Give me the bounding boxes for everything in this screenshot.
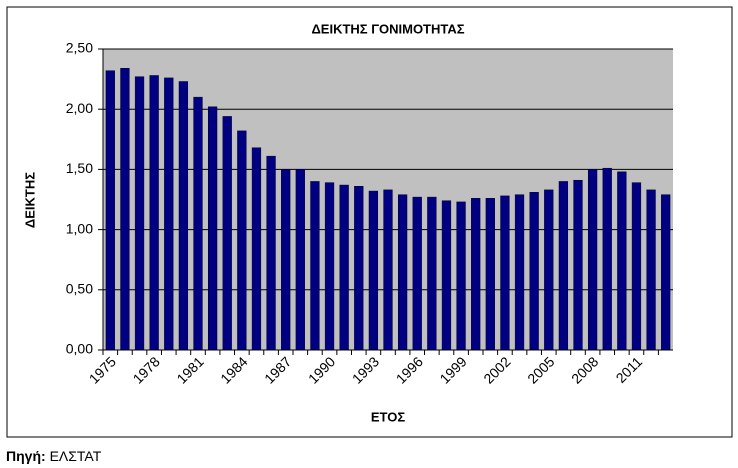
y-tick-label: 0,50 bbox=[66, 281, 93, 297]
bar bbox=[558, 181, 569, 351]
bar bbox=[544, 189, 554, 351]
x-axis-label: ΕΤΟΣ bbox=[371, 409, 405, 424]
bar bbox=[105, 70, 115, 351]
bar bbox=[471, 198, 481, 351]
bar bbox=[617, 171, 627, 351]
bar bbox=[397, 194, 408, 351]
source-label: Πηγή: bbox=[6, 448, 46, 464]
bar bbox=[514, 194, 525, 351]
bar bbox=[266, 155, 276, 351]
source-text: ΕΛΣΤΑΤ bbox=[49, 448, 102, 464]
bar bbox=[354, 186, 364, 351]
bar bbox=[485, 198, 495, 351]
y-tick-label: 2,50 bbox=[66, 40, 93, 56]
y-tick-label: 2,00 bbox=[66, 100, 93, 116]
bar bbox=[149, 75, 159, 351]
bar bbox=[178, 81, 189, 351]
bar bbox=[164, 77, 174, 351]
bar bbox=[281, 169, 291, 351]
bar bbox=[587, 169, 598, 351]
y-tick-label: 1,00 bbox=[66, 220, 93, 236]
bar bbox=[368, 190, 379, 351]
bar bbox=[310, 181, 320, 351]
bar bbox=[646, 189, 656, 351]
source: Πηγή: ΕΛΣΤΑΤ bbox=[6, 448, 101, 464]
bar bbox=[500, 195, 510, 351]
bar bbox=[383, 189, 393, 351]
bar bbox=[602, 167, 612, 351]
bar bbox=[441, 200, 452, 351]
bar bbox=[529, 192, 539, 351]
bar bbox=[339, 184, 349, 351]
bar bbox=[324, 182, 335, 351]
bar bbox=[661, 194, 671, 351]
y-tick-label: 0,00 bbox=[66, 341, 93, 357]
bar bbox=[120, 68, 130, 351]
bar bbox=[237, 130, 247, 351]
chart: ΔΕΙΚΤΗΣ ΓΟΝΙΜΟΤΗΤΑΣ ΕΤΟΣ ΔΕΙΚΤΗΣ 0,00 0,5… bbox=[6, 6, 733, 438]
bar bbox=[251, 147, 262, 351]
bar bbox=[222, 116, 232, 351]
bar bbox=[193, 96, 203, 351]
y-tick-label: 1,50 bbox=[66, 160, 93, 176]
bar bbox=[134, 76, 145, 351]
chart-title: ΔΕΙΚΤΗΣ ΓΟΝΙΜΟΤΗΤΑΣ bbox=[311, 21, 464, 36]
bar bbox=[573, 179, 583, 351]
bar bbox=[631, 182, 642, 351]
bar bbox=[412, 196, 422, 351]
bar bbox=[456, 201, 466, 351]
bar bbox=[427, 196, 437, 351]
y-axis-label: ΔΕΙΚΤΗΣ bbox=[22, 172, 37, 228]
bar bbox=[295, 169, 305, 351]
bar bbox=[207, 106, 218, 351]
